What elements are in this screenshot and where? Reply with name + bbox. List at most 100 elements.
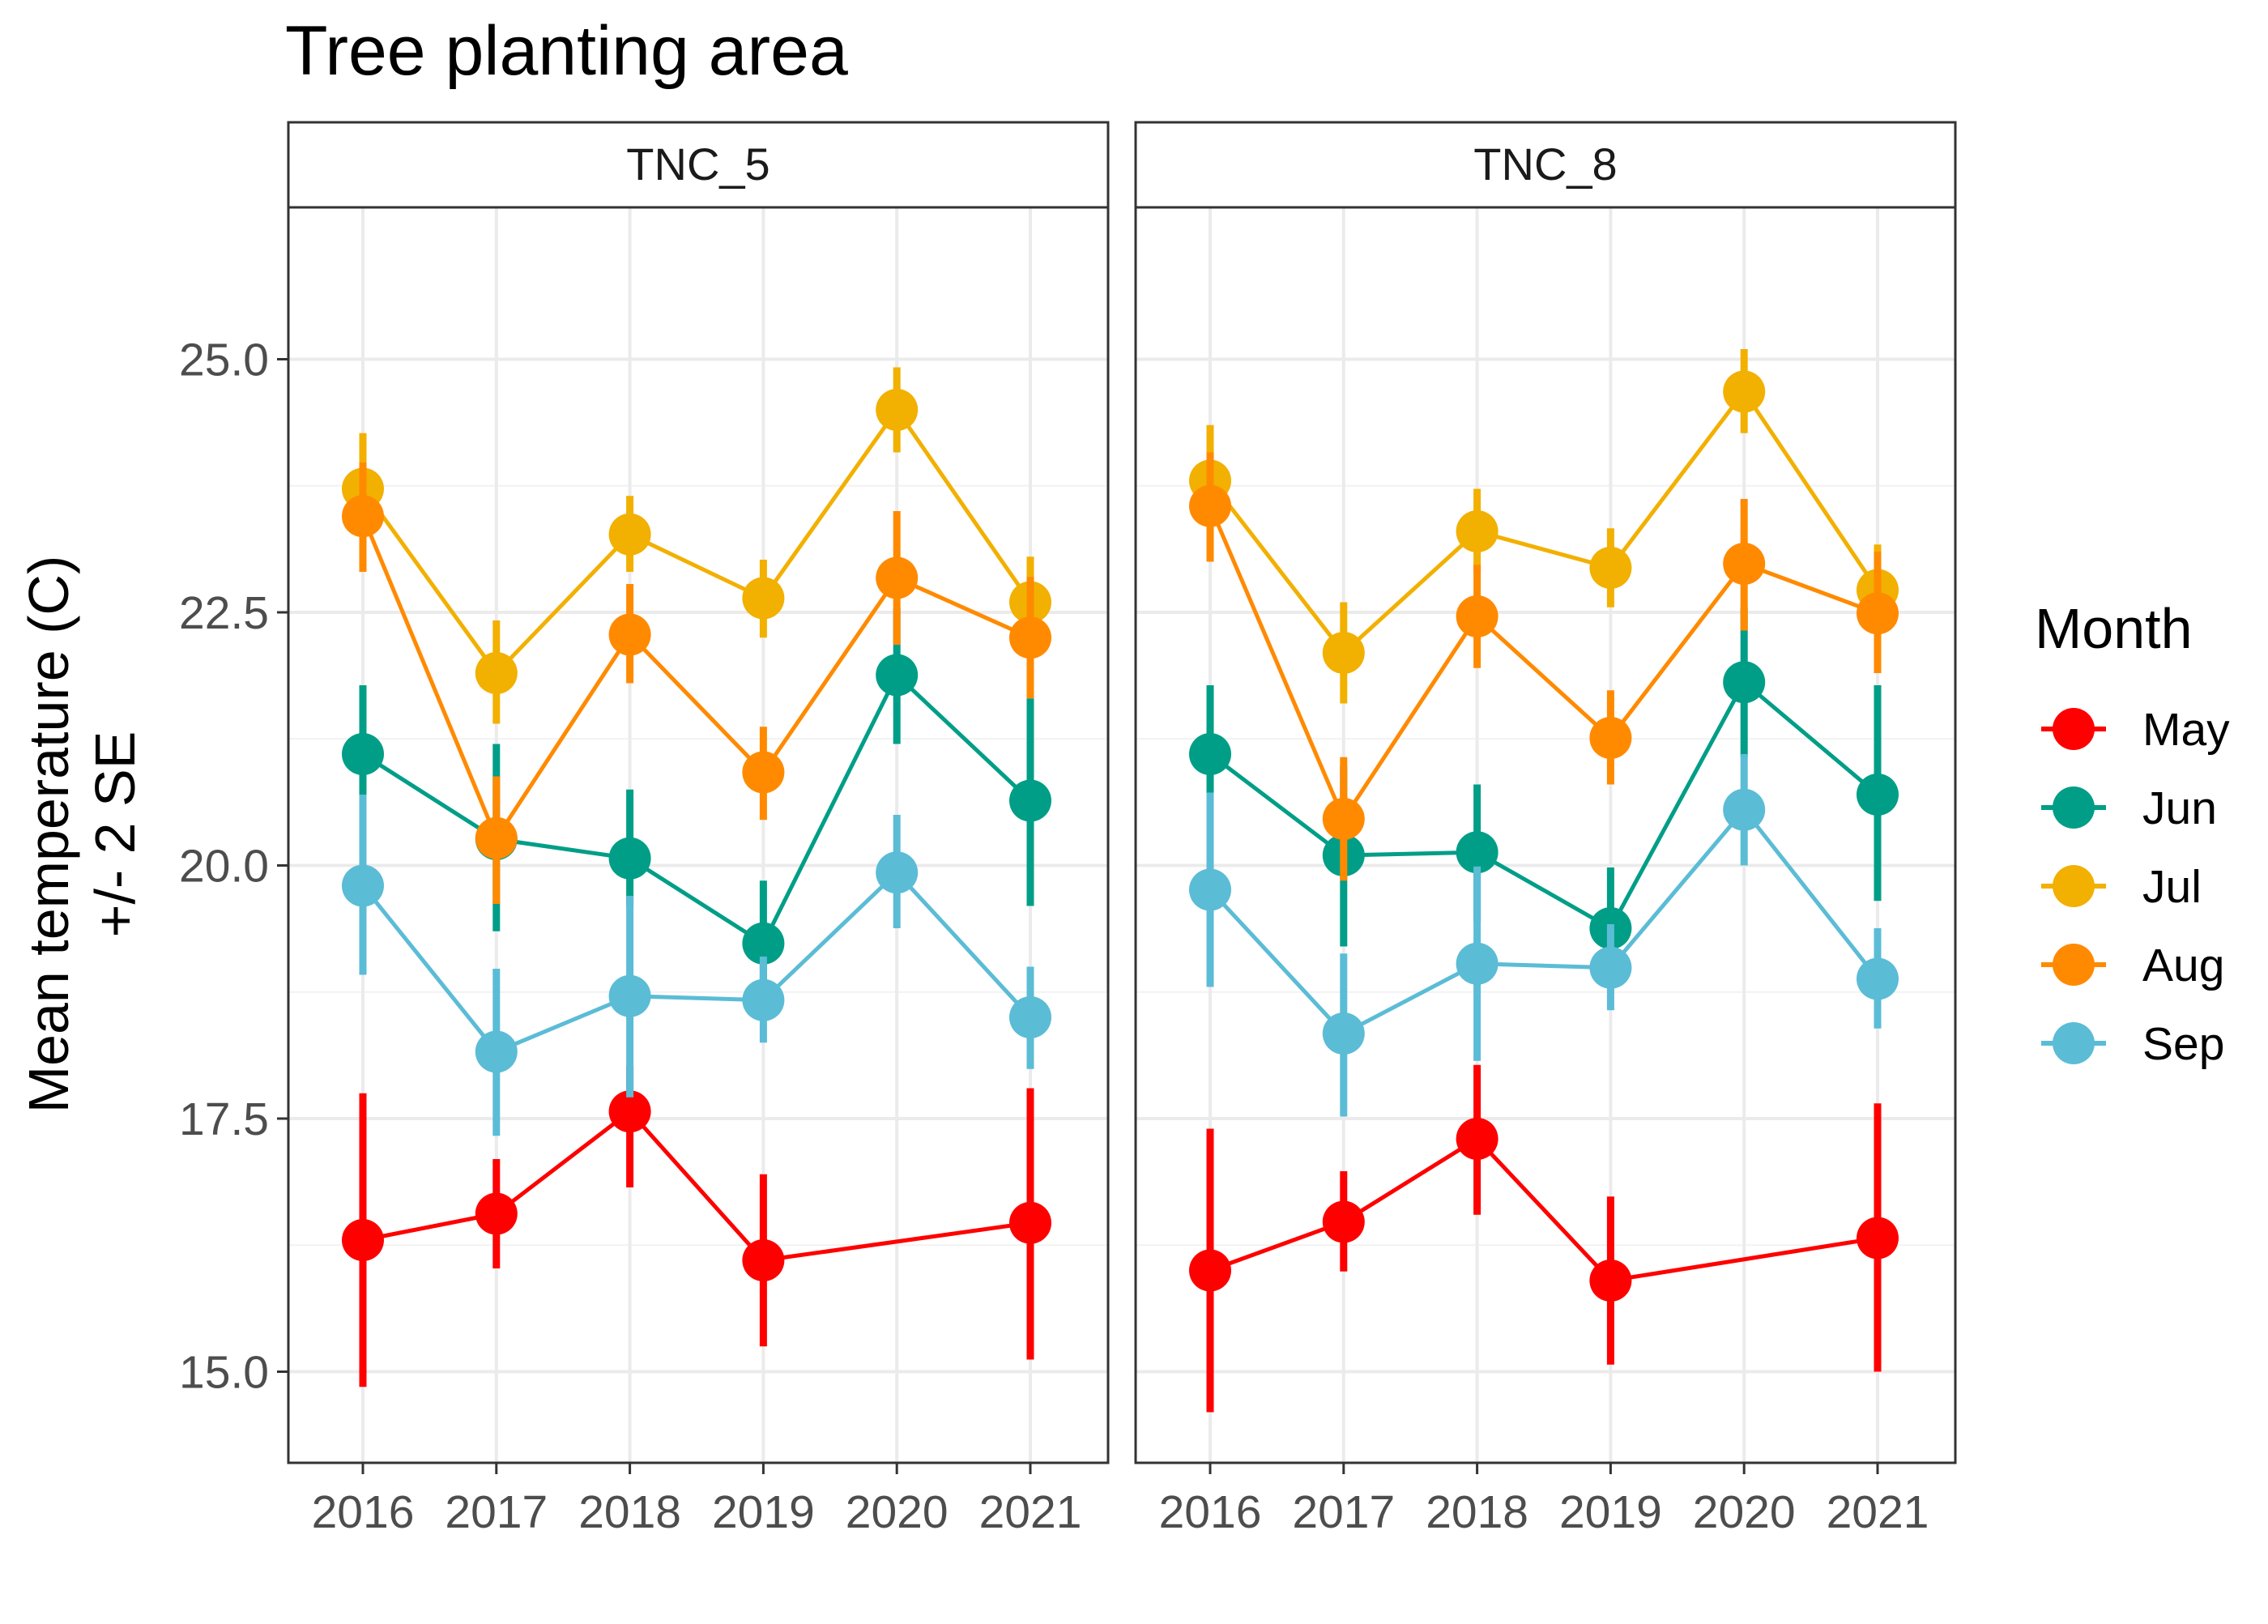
y-tick-label: 22.5: [179, 587, 269, 639]
data-point: [1723, 661, 1766, 704]
data-point: [1857, 774, 1899, 816]
x-tick-label: 2019: [712, 1486, 815, 1538]
legend-item-jun: Jun: [2041, 782, 2217, 834]
y-axis-label-line: Mean temperature (C): [17, 556, 80, 1114]
facet-panel-tnc-5: TNC_5 2016 2017 2018 2019 2020 2021 15.0 17.5 20.…: [179, 121, 1110, 1538]
legend-title: Month: [2035, 597, 2193, 660]
data-point: [1589, 547, 1632, 589]
legend-key-point: [2053, 944, 2095, 986]
plot-background: [1136, 207, 1955, 1463]
data-point: [1857, 592, 1899, 635]
series-may: [342, 1066, 1051, 1387]
legend-label: Jun: [2142, 782, 2217, 834]
data-point: [1456, 1118, 1498, 1160]
data-point: [1009, 996, 1051, 1038]
x-tick-label: 2021: [979, 1486, 1082, 1538]
facet-panel-tnc-8: TNC_8 2016 2017 2018 2019 2020 2021: [1134, 121, 1957, 1538]
legend-label: May: [2142, 704, 2230, 756]
x-tick-label: 2019: [1559, 1486, 1662, 1538]
data-point: [608, 613, 651, 656]
plot-background: [288, 207, 1108, 1463]
legend-item-sep: Sep: [2041, 1018, 2224, 1070]
data-point: [475, 1192, 518, 1235]
data-point: [1589, 1260, 1632, 1302]
data-point: [608, 513, 651, 556]
legend-key-point: [2053, 786, 2095, 829]
data-point: [342, 733, 384, 775]
legend-item-may: May: [2041, 704, 2230, 756]
data-point: [1322, 1200, 1365, 1243]
legend-label: Sep: [2142, 1018, 2224, 1070]
facet-strip-label: TNC_5: [626, 139, 770, 190]
series-aug: [342, 462, 1051, 904]
x-tick-label: 2018: [578, 1486, 681, 1538]
data-point: [1322, 1012, 1365, 1055]
x-tick-label: 2017: [445, 1486, 548, 1538]
data-point: [1456, 831, 1498, 874]
legend-label: Jul: [2142, 861, 2202, 913]
series-sep: [1189, 754, 1899, 1117]
data-point: [1589, 946, 1632, 989]
data-point: [1456, 942, 1498, 985]
data-point: [1009, 779, 1051, 822]
y-tick-label: 25.0: [179, 335, 269, 386]
data-point: [342, 864, 384, 907]
facet-strip-label: TNC_8: [1473, 139, 1617, 190]
series-line: [1209, 390, 1880, 655]
legend-key-point: [2053, 865, 2095, 907]
data-point: [1189, 733, 1231, 775]
chart-title: Tree planting area: [285, 12, 848, 90]
data-point: [1589, 717, 1632, 759]
legend-key-point: [2053, 1022, 2095, 1064]
data-point: [475, 652, 518, 694]
x-tick-label: 2018: [1426, 1486, 1528, 1538]
data-point: [876, 556, 919, 599]
data-point: [342, 495, 384, 538]
legend: Month May Jun Jul Aug Sep: [2035, 597, 2230, 1070]
series-line: [360, 515, 1032, 841]
data-point: [1723, 788, 1766, 831]
y-tick-label: 15.0: [179, 1347, 269, 1399]
series-line: [1209, 680, 1879, 931]
data-point: [475, 816, 518, 859]
x-tick-label: 2016: [312, 1486, 415, 1538]
legend-item-jul: Jul: [2041, 861, 2202, 913]
series-line: [361, 870, 1032, 1054]
data-point: [608, 1090, 651, 1133]
series-line: [1209, 808, 1879, 1036]
data-point: [1009, 1201, 1051, 1244]
data-point: [1723, 370, 1766, 413]
y-tick-label: 20.0: [179, 841, 269, 893]
facet-strip: [287, 121, 1110, 209]
data-point: [475, 1030, 518, 1073]
series-line: [1208, 505, 1878, 821]
data-point: [742, 978, 785, 1021]
series-line: [360, 407, 1033, 676]
data-point: [1189, 1249, 1231, 1292]
data-point: [1456, 510, 1498, 552]
data-point: [1857, 957, 1899, 1000]
series-line: [361, 673, 1032, 946]
x-tick-label: 2021: [1827, 1486, 1929, 1538]
data-point: [876, 389, 919, 431]
data-point: [608, 837, 651, 880]
y-tick-label: 17.5: [179, 1093, 269, 1145]
series-aug: [1189, 452, 1899, 881]
series-sep: [342, 795, 1051, 1136]
data-point: [1189, 484, 1231, 527]
data-point: [742, 577, 785, 620]
series-may: [1189, 1064, 1899, 1413]
data-point: [608, 974, 651, 1017]
x-tick-label: 2020: [1693, 1486, 1796, 1538]
y-axis-label-line: +/- 2 SE: [83, 731, 147, 938]
data-point: [742, 751, 785, 794]
data-point: [876, 654, 919, 697]
facet-strip: [1134, 121, 1957, 209]
data-point: [1857, 1217, 1899, 1260]
legend-item-aug: Aug: [2041, 940, 2224, 991]
data-point: [1009, 616, 1051, 659]
y-axis-label: Mean temperature (C) +/- 2 SE: [17, 556, 147, 1114]
data-point: [742, 1239, 785, 1281]
